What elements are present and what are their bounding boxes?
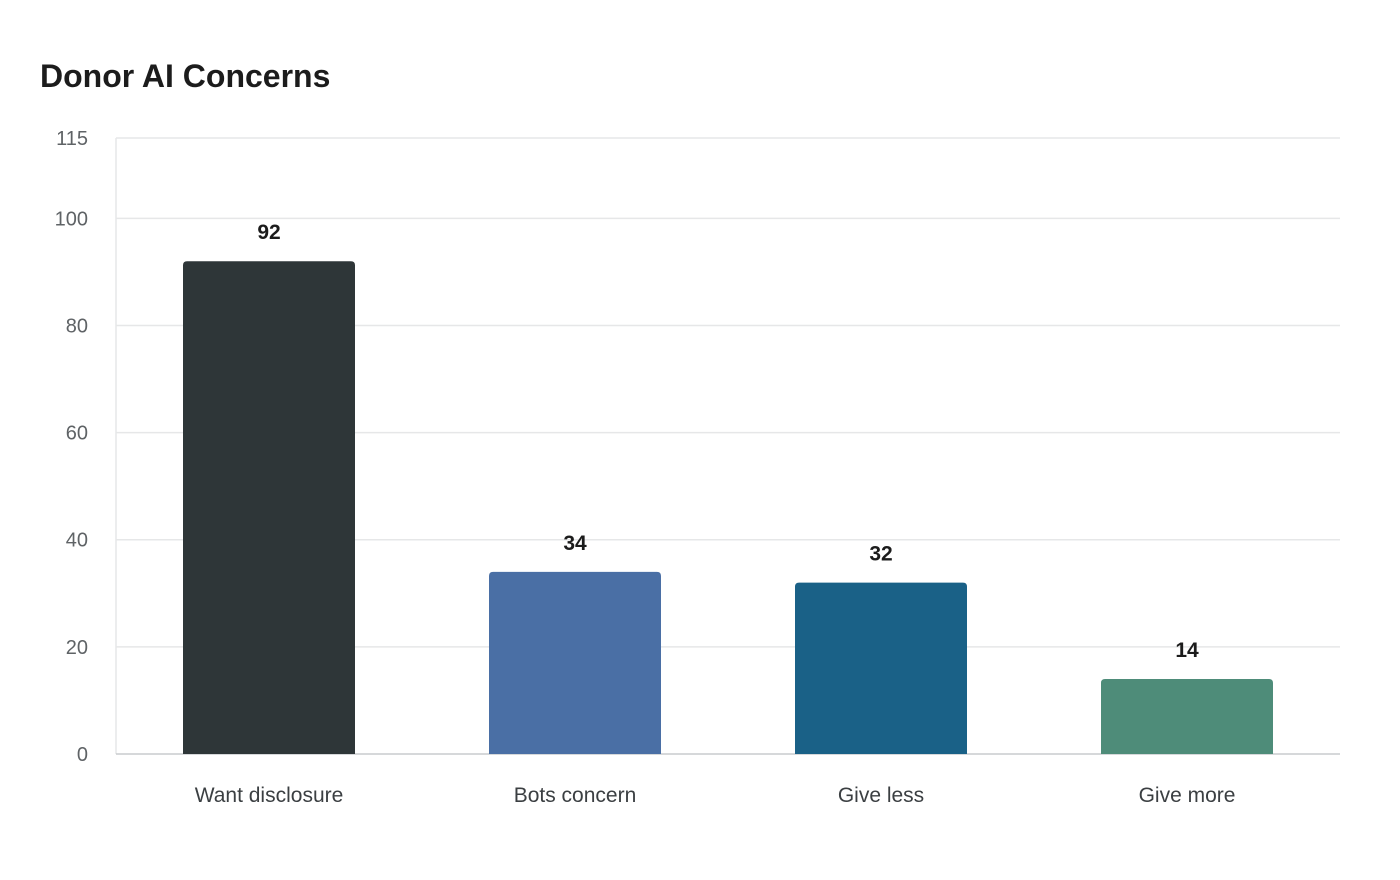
bar-want-disclosure xyxy=(183,261,355,754)
bar-give-more xyxy=(1101,679,1273,754)
y-tick-label: 80 xyxy=(66,315,88,337)
y-tick-label: 60 xyxy=(66,423,88,445)
data-label: 92 xyxy=(257,221,280,244)
y-tick-label: 115 xyxy=(56,128,88,150)
x-tick-label: Give more xyxy=(1139,784,1236,807)
data-label: 34 xyxy=(563,532,587,555)
bar-bots-concern xyxy=(489,571,661,754)
x-tick-label: Bots concern xyxy=(514,784,637,807)
y-tick-label: 0 xyxy=(77,744,88,766)
bar-give-less xyxy=(795,582,967,754)
bars xyxy=(183,261,1273,754)
chart-title: Donor AI Concerns xyxy=(40,58,331,94)
x-tick-label: Give less xyxy=(838,784,924,807)
data-label: 32 xyxy=(869,543,892,566)
x-tick-label: Want disclosure xyxy=(195,784,344,807)
y-tick-label: 40 xyxy=(66,530,88,552)
labels: 0 20 40 60 80 100 115 92 Want disclosure 34 Bots c… xyxy=(55,128,1236,807)
y-tick-label: 20 xyxy=(66,637,88,659)
data-label: 14 xyxy=(1175,639,1199,662)
y-tick-label: 100 xyxy=(55,208,88,230)
